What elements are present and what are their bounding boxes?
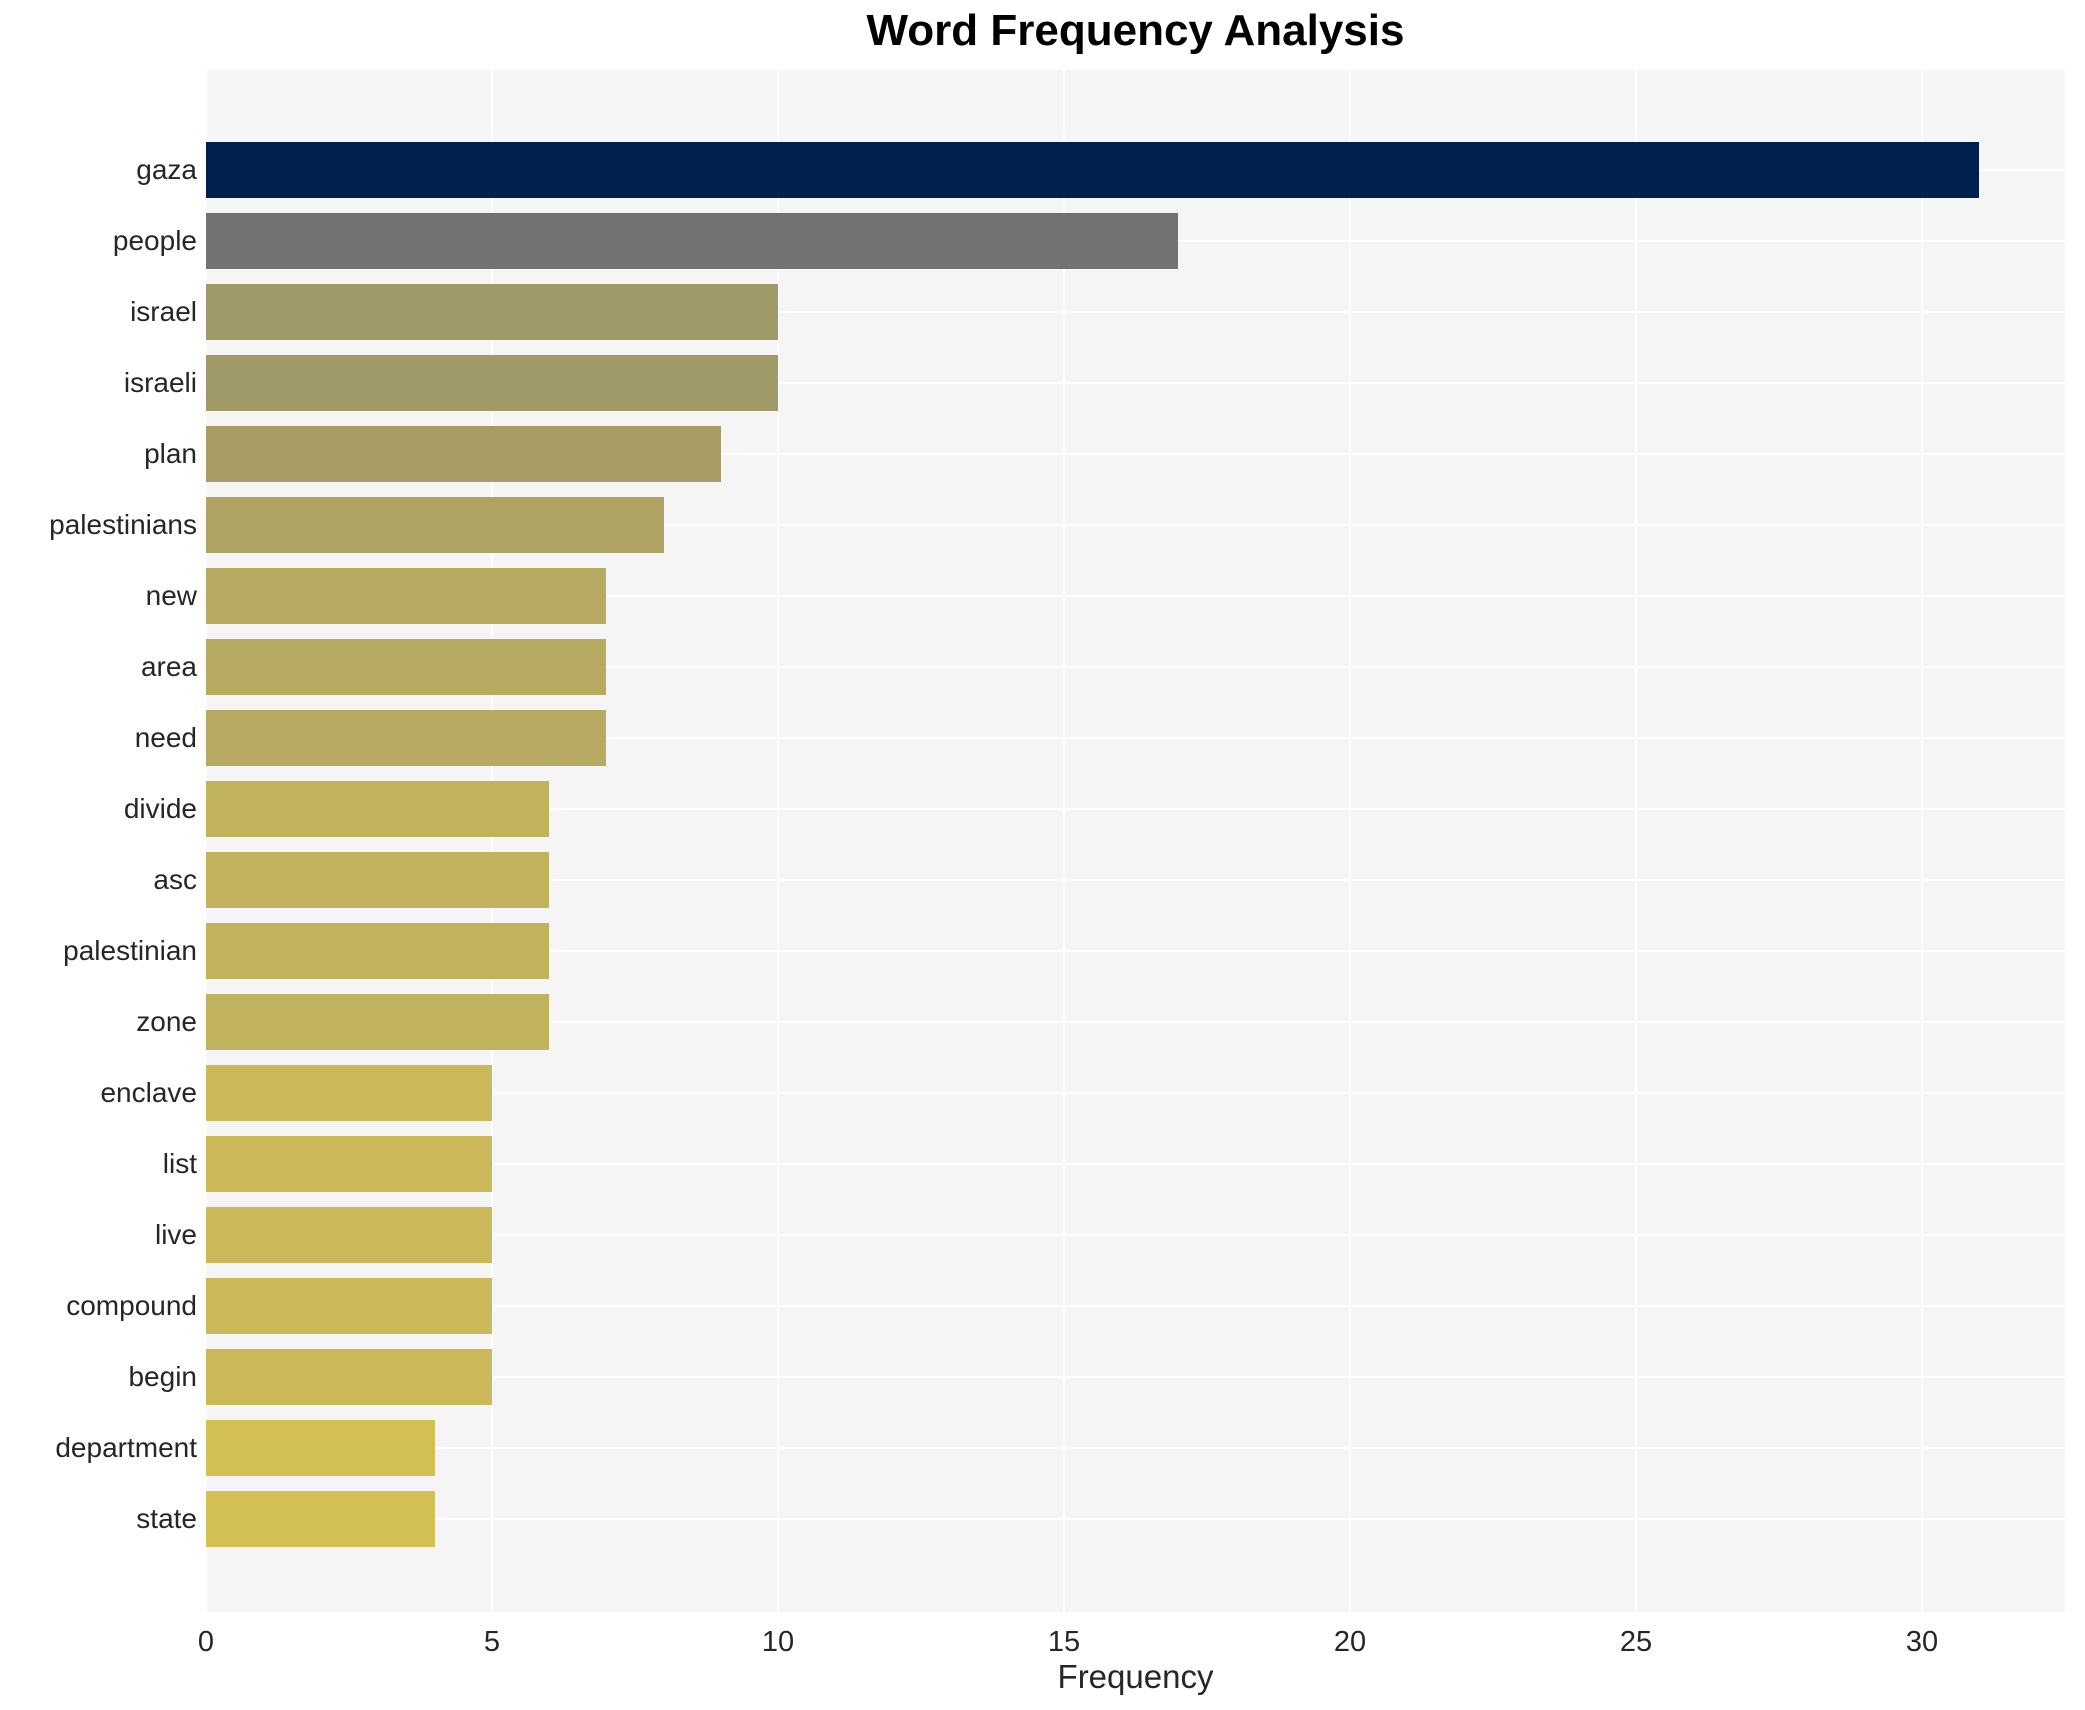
bar-people — [206, 213, 1179, 269]
y-gridline — [206, 737, 2065, 739]
bar-department — [206, 1420, 435, 1476]
category-label-israeli: israeli — [123, 367, 197, 398]
bar-begin — [206, 1349, 492, 1405]
x-gridline — [1635, 70, 1637, 1612]
y-gridline — [206, 1092, 2065, 1094]
category-label-palestinians: palestinians — [49, 509, 197, 540]
category-label-zone: zone — [136, 1006, 197, 1037]
category-label-asc: asc — [153, 864, 197, 895]
x-gridline — [1349, 70, 1351, 1612]
x-gridline — [205, 70, 207, 1612]
category-label-divide: divide — [123, 793, 197, 824]
bar-live — [206, 1207, 492, 1263]
y-gridline — [206, 808, 2065, 810]
bar-area — [206, 639, 607, 695]
x-gridline — [1063, 70, 1065, 1612]
category-label-live: live — [154, 1219, 197, 1250]
bar-need — [206, 710, 607, 766]
bar-state — [206, 1491, 435, 1547]
plot-area — [205, 70, 2065, 1612]
y-gridline — [206, 1305, 2065, 1307]
y-gridline — [206, 1163, 2065, 1165]
category-label-area: area — [140, 651, 197, 682]
category-label-israel: israel — [130, 296, 197, 327]
y-gridline — [206, 950, 2065, 952]
category-label-people: people — [112, 225, 197, 256]
category-label-begin: begin — [128, 1361, 197, 1392]
y-gridline — [206, 879, 2065, 881]
category-label-gaza: gaza — [136, 154, 197, 185]
x-gridline — [777, 70, 779, 1612]
bar-enclave — [206, 1065, 492, 1121]
x-gridline — [491, 70, 493, 1612]
x-tick-label: 25 — [1619, 1626, 1653, 1658]
y-gridline — [206, 595, 2065, 597]
x-tick-label: 15 — [1047, 1626, 1081, 1658]
y-gridline — [206, 311, 2065, 313]
bar-divide — [206, 781, 550, 837]
category-label-plan: plan — [144, 438, 197, 469]
bar-gaza — [206, 142, 1980, 198]
x-tick-label: 10 — [761, 1626, 795, 1658]
category-label-state: state — [136, 1503, 197, 1534]
category-label-need: need — [134, 722, 197, 753]
category-label-palestinian: palestinian — [63, 935, 197, 966]
bar-zone — [206, 994, 550, 1050]
category-label-compound: compound — [66, 1290, 197, 1321]
y-gridline — [206, 1376, 2065, 1378]
category-label-new: new — [145, 580, 197, 611]
bar-compound — [206, 1278, 492, 1334]
bar-asc — [206, 852, 550, 908]
x-tick-label: 0 — [197, 1626, 215, 1658]
y-gridline — [206, 1447, 2065, 1449]
x-gridline — [1921, 70, 1923, 1612]
y-gridline — [206, 382, 2065, 384]
category-label-list: list — [162, 1148, 197, 1179]
category-label-department: department — [55, 1432, 197, 1463]
bar-palestinian — [206, 923, 550, 979]
y-gridline — [206, 666, 2065, 668]
x-axis-label: Frequency — [1057, 1658, 1214, 1695]
chart-title: Word Frequency Analysis — [866, 6, 1405, 55]
bar-plan — [206, 426, 721, 482]
category-label-enclave: enclave — [100, 1077, 197, 1108]
bar-new — [206, 568, 607, 624]
bar-list — [206, 1136, 492, 1192]
bar-palestinians — [206, 497, 664, 553]
y-gridline — [206, 524, 2065, 526]
y-gridline — [206, 1518, 2065, 1520]
bar-israel — [206, 284, 778, 340]
y-gridline — [206, 1234, 2065, 1236]
bar-israeli — [206, 355, 778, 411]
y-gridline — [206, 1021, 2065, 1023]
x-tick-label: 5 — [483, 1626, 501, 1658]
x-tick-label: 30 — [1905, 1626, 1939, 1658]
y-gridline — [206, 453, 2065, 455]
x-tick-label: 20 — [1333, 1626, 1367, 1658]
